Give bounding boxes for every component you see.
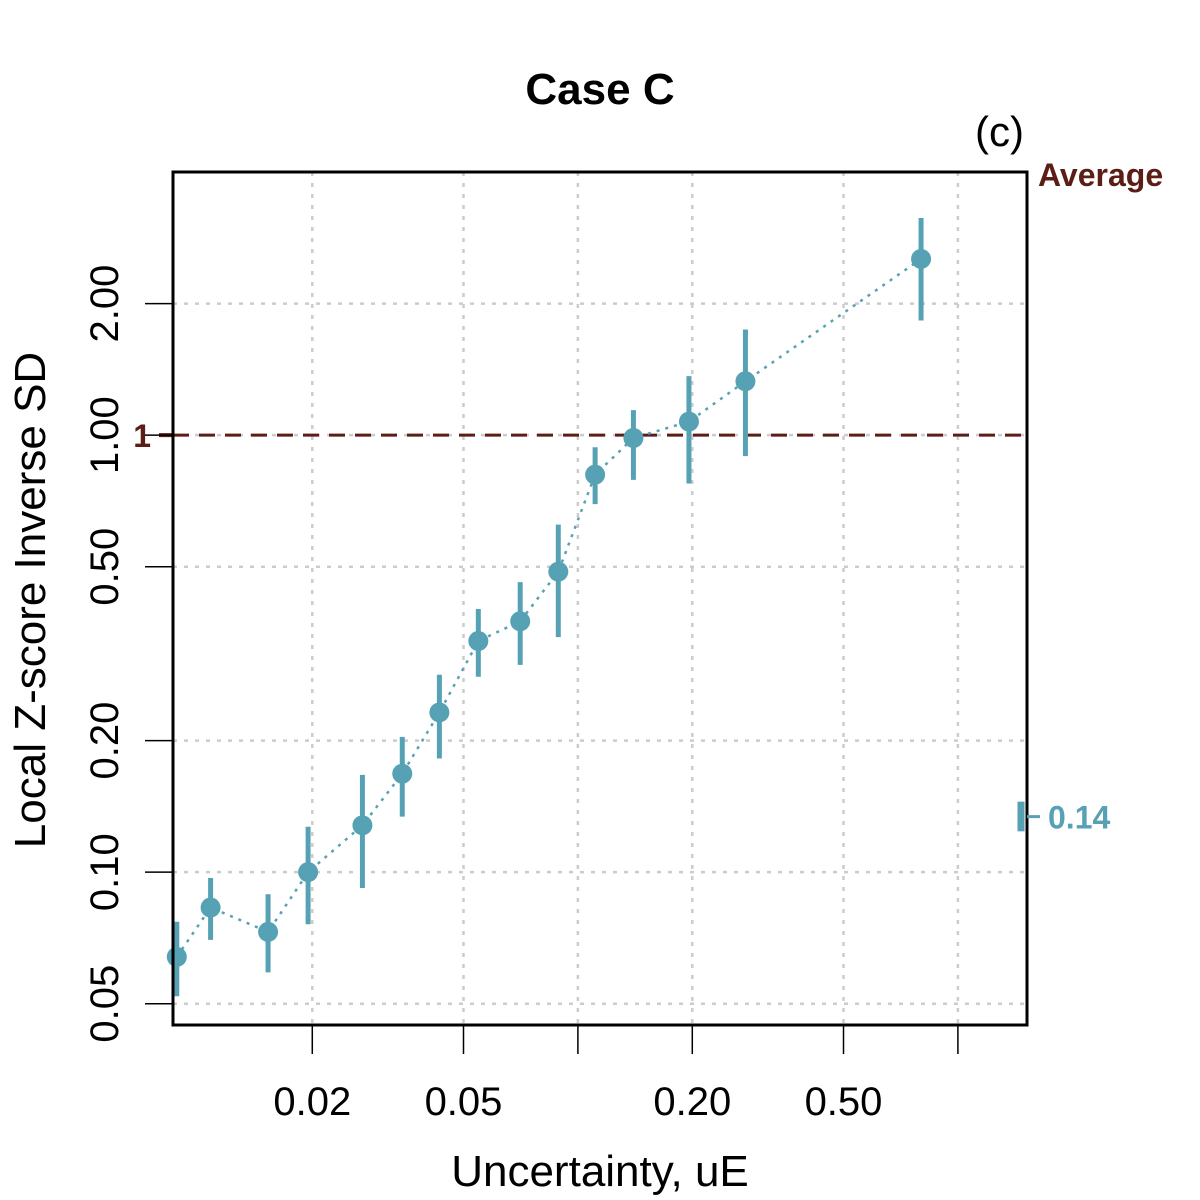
y-tick-label: 0.50 <box>83 528 127 606</box>
y-tick-label: 0.05 <box>83 965 127 1043</box>
y-tick-label: 0.10 <box>83 833 127 911</box>
data-point <box>392 763 413 784</box>
x-axis: 0.02 0.05 0.20 0.50 <box>273 1025 959 1124</box>
data-point <box>200 897 221 918</box>
average-label: Average <box>1038 157 1163 193</box>
panel-label: (c) <box>975 108 1024 155</box>
y-tick-label: 0.20 <box>83 702 127 780</box>
data-point <box>911 248 932 269</box>
plot-frame <box>171 170 1029 1027</box>
data-point <box>429 702 450 723</box>
data-point <box>166 946 187 967</box>
x-axis-label: Uncertainty, uE <box>451 1147 749 1196</box>
data-point <box>735 371 756 392</box>
data-series <box>166 217 932 997</box>
data-point <box>548 561 569 582</box>
x-tick-label: 0.20 <box>653 1080 731 1124</box>
x-tick-label: 0.50 <box>805 1080 883 1124</box>
chart-title: Case C <box>525 65 674 114</box>
data-point <box>468 631 489 652</box>
y-tick-label: 1.00 <box>83 396 127 474</box>
reference-label: 1 <box>133 418 151 454</box>
y-tick-label: 2.00 <box>83 265 127 343</box>
data-point <box>678 411 699 432</box>
series-line <box>175 257 922 958</box>
x-tick-label: 0.02 <box>273 1080 351 1124</box>
side-marker-group: 0.14 <box>1017 800 1110 836</box>
side-marker-label: 0.14 <box>1048 800 1110 836</box>
data-point <box>298 862 319 883</box>
x-tick-label: 0.05 <box>425 1080 503 1124</box>
data-point <box>258 921 279 942</box>
data-point <box>585 464 606 485</box>
data-point <box>352 815 373 836</box>
data-point <box>623 427 644 448</box>
y-axis: 0.05 0.10 0.20 0.50 1.00 2.00 <box>83 265 173 1043</box>
data-point <box>510 611 531 632</box>
y-axis-label: Local Z-score Inverse SD <box>6 352 55 848</box>
